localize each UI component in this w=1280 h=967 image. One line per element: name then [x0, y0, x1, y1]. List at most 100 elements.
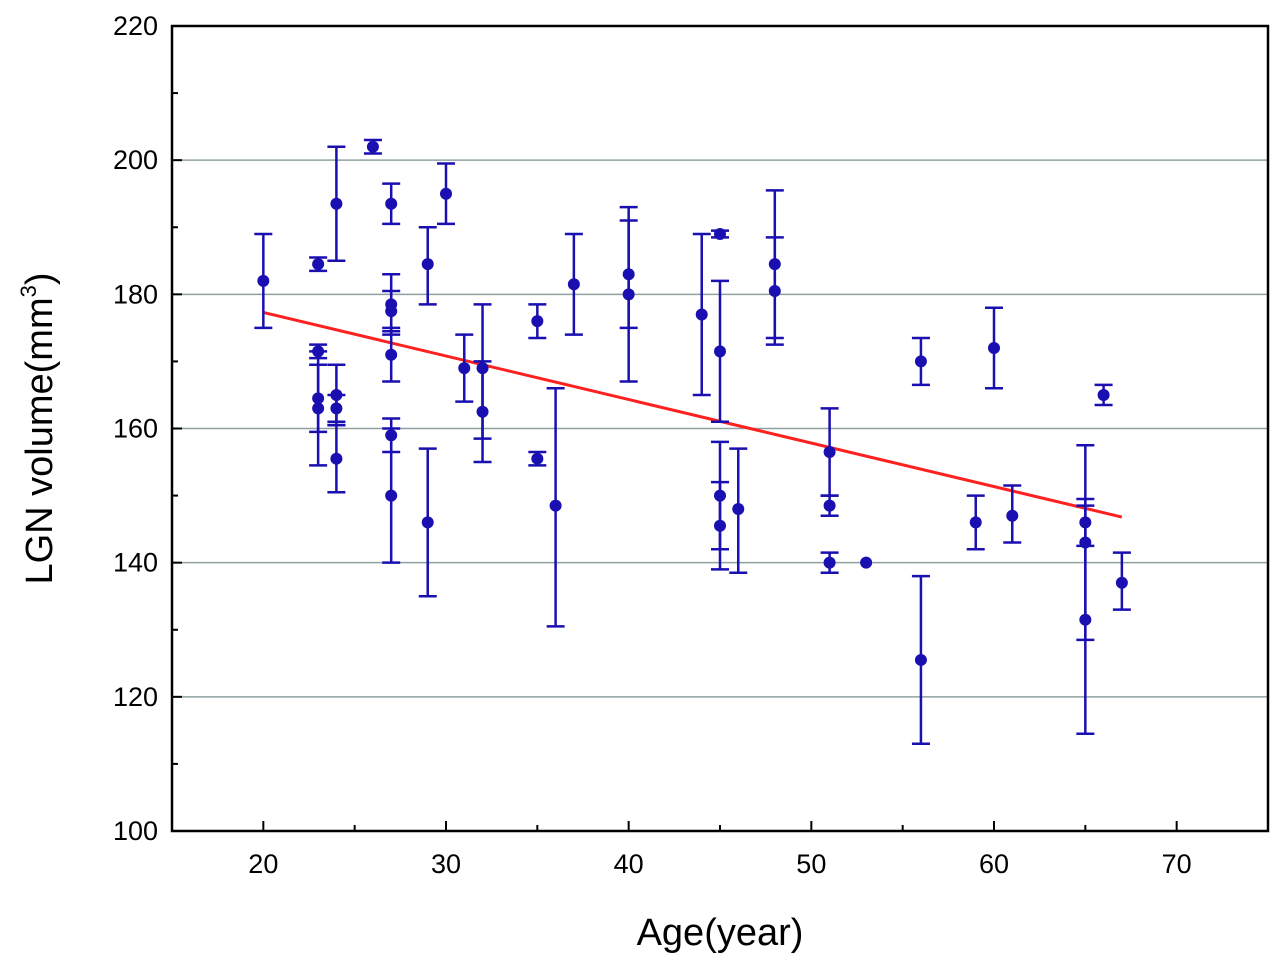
data-point [711, 279, 729, 424]
marker [366, 140, 379, 153]
regression-line [262, 310, 1123, 519]
data-point [327, 423, 346, 494]
data-point [820, 551, 839, 574]
x-tick-label: 50 [796, 849, 826, 879]
y-axis-title-text: LGN volume(mm [19, 297, 61, 584]
marker [385, 489, 398, 502]
data-point [1003, 484, 1022, 544]
y-tick-label: 120 [113, 682, 158, 712]
data-point [382, 182, 401, 226]
data-point [418, 447, 437, 598]
data-points [254, 138, 1131, 746]
data-point [437, 162, 455, 226]
marker [330, 452, 343, 465]
marker [531, 315, 544, 328]
marker [567, 278, 580, 291]
y-tick-label: 200 [113, 145, 158, 175]
x-tick-label: 30 [431, 849, 461, 879]
data-point [985, 306, 1003, 390]
marker [458, 362, 471, 375]
data-point [711, 480, 729, 571]
marker [385, 197, 398, 210]
marker [695, 308, 708, 321]
marker [421, 258, 434, 271]
data-point [692, 232, 711, 397]
data-point [860, 556, 873, 569]
marker [714, 519, 726, 532]
y-tick-label: 140 [113, 548, 158, 578]
marker [768, 284, 781, 297]
data-point [820, 494, 839, 517]
data-point [327, 145, 346, 263]
data-point [564, 232, 583, 336]
marker [385, 348, 398, 361]
data-point [528, 450, 547, 467]
data-point [418, 226, 437, 306]
y-tick-label: 220 [113, 11, 158, 41]
marker [1115, 576, 1128, 589]
data-point [729, 447, 748, 574]
marker [732, 503, 745, 515]
marker [385, 305, 398, 318]
marker [549, 499, 562, 512]
y-tick-label: 100 [113, 816, 158, 846]
marker [440, 187, 452, 200]
marker [312, 258, 325, 271]
data-point [254, 232, 273, 330]
x-axis-ticks: 20 30 40 50 60 70 [171, 821, 1269, 879]
data-point [363, 138, 382, 155]
y-axis-ticks: 100 120 140 160 180 200 220 [113, 11, 182, 846]
data-point [966, 494, 985, 551]
marker [714, 345, 726, 358]
data-point [528, 303, 547, 340]
data-point [619, 205, 638, 383]
marker [622, 288, 635, 301]
marker [823, 445, 836, 458]
data-point [546, 387, 565, 628]
marker [476, 405, 489, 418]
y-tick-label: 180 [113, 279, 158, 309]
marker [714, 227, 726, 240]
data-point [1112, 551, 1131, 611]
data-point [327, 393, 346, 424]
x-tick-label: 40 [614, 849, 644, 879]
marker [1006, 509, 1019, 522]
data-point [820, 407, 839, 497]
regression-line-group [262, 310, 1123, 519]
y-axis-title-superscript: 3 [16, 285, 41, 297]
data-point [382, 289, 401, 333]
marker [914, 653, 927, 666]
data-point [382, 427, 401, 564]
marker [969, 516, 982, 529]
marker [330, 402, 343, 415]
marker [330, 197, 343, 210]
x-tick-label: 70 [1162, 849, 1192, 879]
marker [1097, 388, 1110, 401]
marker [257, 274, 270, 287]
marker [860, 556, 873, 569]
marker [1079, 613, 1092, 626]
marker [421, 516, 434, 529]
y-tick-label: 160 [113, 414, 158, 444]
x-tick-label: 20 [248, 849, 278, 879]
data-point [473, 360, 492, 464]
data-point [1094, 383, 1113, 407]
data-point [309, 350, 328, 467]
marker [914, 355, 927, 368]
marker [531, 452, 544, 465]
data-point [1076, 504, 1095, 735]
y-axis-title: LGN volume(mm3) [16, 272, 61, 584]
data-point [711, 227, 729, 240]
data-point [455, 333, 474, 403]
marker [823, 499, 836, 512]
x-axis-title: Age(year) [637, 912, 804, 954]
marker [823, 556, 836, 569]
x-tick-label: 60 [979, 849, 1009, 879]
marker [312, 402, 325, 415]
data-point [309, 256, 328, 273]
data-point [911, 336, 930, 387]
y-axis-title-close: ) [19, 272, 61, 285]
data-point [911, 574, 930, 746]
marker [988, 342, 1000, 354]
